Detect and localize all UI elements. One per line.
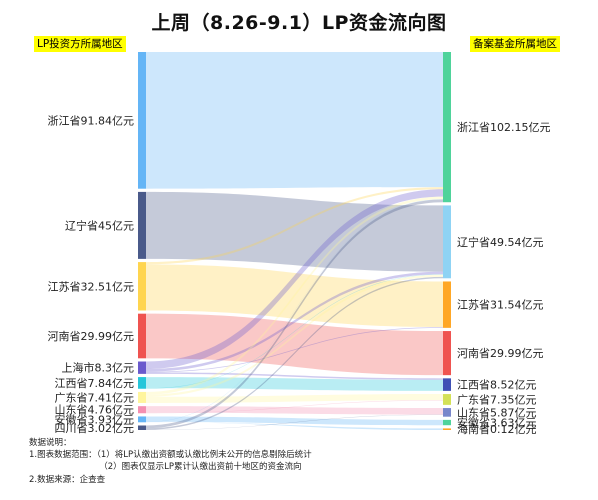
flow-ah-to-hnan	[146, 422, 443, 430]
source-node-jx	[138, 377, 146, 389]
flow-hn-to-hn	[146, 313, 443, 376]
notes-heading: 数据说明：	[29, 438, 72, 448]
chart-title: 上周（8.26-9.1）LP资金流向图	[151, 12, 447, 34]
target-node-gd	[443, 394, 451, 405]
source-node-sh	[138, 361, 146, 374]
source-label-js: 江苏省32.51亿元	[48, 280, 135, 293]
target-label-js: 江苏省31.54亿元	[457, 299, 544, 312]
target-label-zj: 浙江省102.15亿元	[457, 121, 551, 134]
target-node-sd	[443, 408, 451, 417]
source-label-jx: 江西省7.84亿元	[55, 377, 135, 390]
flow-sc-to-ln	[146, 276, 443, 430]
target-label-ah: 安徽省3.63亿元	[457, 416, 537, 430]
source-node-js	[138, 262, 146, 311]
source-node-zj	[138, 52, 146, 189]
flow-js-to-js	[146, 264, 443, 328]
source-label-sc: 四川省3.02亿元	[55, 422, 135, 435]
target-label-ln: 辽宁省49.54亿元	[457, 235, 544, 249]
notes-line-2: （2）图表仅显示LP累计认缴出资前十地区的资金流向	[29, 462, 302, 473]
source-node-ah	[138, 416, 146, 423]
target-label-jx: 江西省8.52亿元	[457, 379, 537, 392]
flow-sd-to-sd	[146, 406, 443, 415]
flow-gd-to-gd	[146, 394, 443, 403]
target-node-jx	[443, 378, 451, 391]
data-notes: 数据说明： 1.图表数据范围：（1）将LP认缴出资额或认缴比例未公开的信息剔除后…	[29, 437, 312, 486]
flow-jx-to-ln	[146, 274, 443, 389]
sankey-links	[146, 52, 443, 430]
flow-sc-to-zj	[146, 199, 443, 429]
source-label-ln: 辽宁省45亿元	[65, 218, 134, 232]
flow-jx-to-jx	[146, 377, 443, 391]
notes-line-1: 1.图表数据范围：（1）将LP认缴出资额或认缴比例未公开的信息剔除后统计	[29, 450, 312, 461]
target-node-zj	[443, 52, 451, 203]
source-node-sc	[138, 425, 146, 430]
source-label-ah: 安徽省3.93亿元	[55, 412, 135, 426]
right-column-header: 备案基金所属地区	[470, 36, 560, 52]
flow-gd-to-ln	[146, 274, 443, 397]
flow-sh-to-js	[146, 327, 443, 373]
source-label-sd: 山东省4.76亿元	[55, 404, 135, 417]
flow-sh-to-zj	[146, 189, 443, 369]
target-node-ah	[443, 419, 451, 426]
source-label-hn: 河南省29.99亿元	[48, 330, 135, 343]
target-node-hnan	[443, 428, 451, 430]
target-node-js	[443, 281, 451, 328]
notes-line-3: 2.数据来源：企查查	[29, 474, 106, 485]
flow-zj-to-zj	[146, 52, 443, 189]
flow-ah-to-ah	[146, 416, 443, 426]
target-label-sd: 山东省5.87亿元	[457, 406, 537, 419]
source-node-gd	[138, 391, 146, 403]
sankey-nodes	[138, 52, 451, 430]
flow-sd-to-gd	[146, 400, 443, 414]
target-label-hnan: 海南省0.12亿元	[457, 422, 537, 436]
source-node-ln	[138, 191, 146, 259]
target-node-hn	[443, 331, 451, 376]
left-column-header: LP投资方所属地区	[34, 36, 126, 52]
target-label-hn: 河南省29.99亿元	[457, 347, 544, 360]
flow-ah-to-zj	[146, 199, 443, 423]
sankey-labels: 浙江省91.84亿元辽宁省45亿元江苏省32.51亿元河南省29.99亿元上海市…	[48, 114, 551, 436]
flow-sh-to-ln	[146, 271, 443, 372]
flow-gd-to-zj	[146, 196, 443, 395]
flow-sc-to-sd	[146, 414, 443, 430]
flow-js-to-zj	[146, 187, 443, 265]
source-label-zj: 浙江省91.84亿元	[48, 114, 135, 127]
source-label-gd: 广东省7.41亿元	[55, 391, 135, 404]
flow-ln-to-ln	[146, 191, 443, 272]
source-node-hn	[138, 313, 146, 359]
source-node-sd	[138, 406, 146, 414]
source-label-sh: 上海市8.3亿元	[62, 361, 135, 375]
target-label-gd: 广东省7.35亿元	[457, 393, 537, 406]
flow-sh-to-jx	[146, 372, 443, 380]
target-node-ln	[443, 205, 451, 279]
